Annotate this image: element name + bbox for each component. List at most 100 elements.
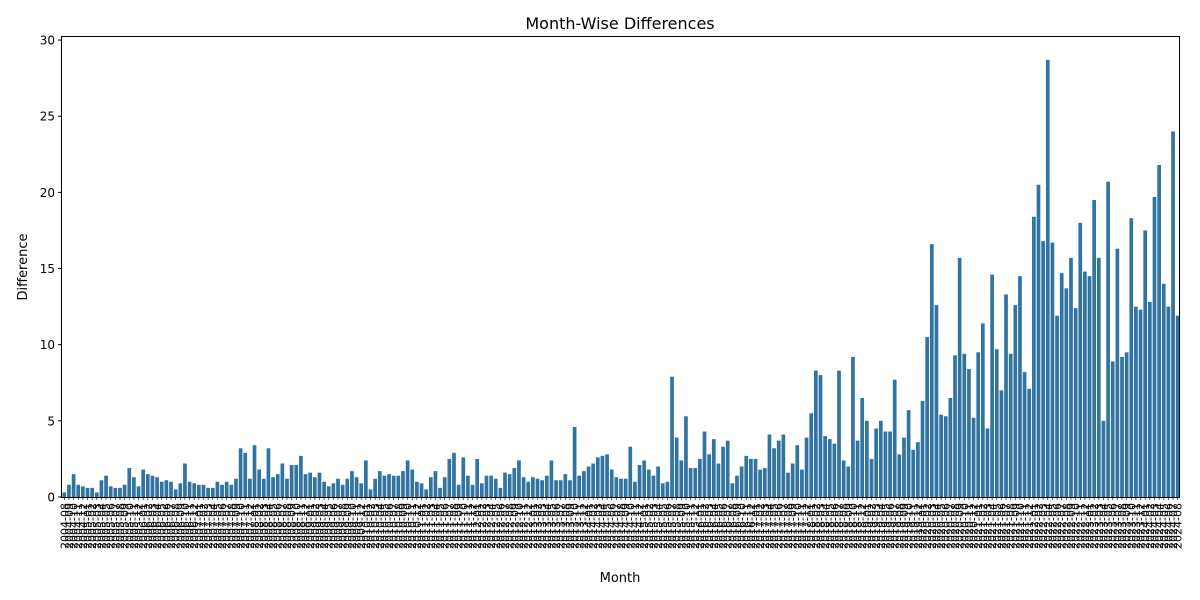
bar-2022-12 (1083, 271, 1087, 497)
x-tick-label: 2022-03 (1037, 503, 1050, 549)
x-tick-label: 2014-03 (592, 503, 605, 549)
x-tick-label: 2019-07 (889, 503, 902, 549)
bar-2023-03 (1096, 257, 1101, 497)
x-tick-label: 2019-06 (884, 503, 897, 549)
x-tick-label: 2014-05 (601, 503, 614, 549)
x-tick-label: 2015-05 (657, 503, 670, 549)
x-tick-label: 2016-05 (712, 503, 725, 549)
x-tick-label: 2021-06 (995, 503, 1008, 549)
x-tick-label: 2010-03 (369, 503, 382, 549)
bar-2008-10 (294, 465, 299, 497)
x-tick-label: 2004-12 (77, 503, 90, 549)
bar-2007-12 (248, 478, 252, 497)
bar-2021-05 (994, 349, 999, 497)
bar-2014-08 (619, 478, 623, 497)
bar-2019-11 (911, 449, 916, 497)
x-tick-label: 2009-11 (351, 503, 364, 549)
bar-2007-04 (210, 487, 215, 497)
bar-2013-06 (554, 480, 558, 497)
x-tick-label: 2016-12 (745, 503, 758, 549)
bar-2007-06 (220, 484, 224, 497)
bar-2013-09 (568, 480, 572, 497)
x-tick-label: 2016-07 (722, 503, 735, 549)
bar-2012-06 (498, 487, 503, 497)
bar-2020-08 (953, 355, 957, 497)
bar-2017-07 (781, 434, 786, 497)
bar-2011-05 (438, 487, 442, 497)
bar-2007-09 (234, 478, 238, 497)
bar-2020-03 (929, 244, 934, 497)
x-tick-label: 2012-11 (518, 503, 531, 549)
bar-2005-12 (136, 486, 141, 497)
x-tick-label: 2022-12 (1079, 503, 1092, 549)
x-tick-label: 2014-07 (610, 503, 623, 549)
x-tick-label: 2018-12 (856, 503, 869, 549)
x-tick-label: 2007-10 (235, 503, 248, 549)
x-tick-label: 2017-03 (759, 503, 772, 549)
bar-2013-08 (563, 474, 568, 497)
bar-2004-11 (76, 484, 81, 497)
bar-2015-02 (646, 469, 651, 497)
bar-2019-05 (883, 431, 888, 497)
x-tick-label: 2021-03 (981, 503, 994, 549)
x-tick-label: 2005-01 (82, 503, 95, 549)
bar-2006-03 (150, 475, 155, 497)
bar-2015-04 (656, 466, 660, 497)
bar-2021-12 (1027, 388, 1032, 497)
bar-2012-02 (479, 483, 484, 497)
bar-2005-07 (113, 487, 118, 497)
bar-2013-07 (558, 480, 563, 497)
x-tick-label: 2005-09 (119, 503, 132, 549)
x-tick-label: 2023-02 (1088, 503, 1101, 549)
bar-2011-08 (452, 452, 456, 497)
x-tick-label: 2018-04 (819, 503, 832, 549)
y-tick-label: 30 (40, 34, 55, 48)
x-tick-label: 2015-02 (643, 503, 656, 549)
bar-2023-02 (1092, 199, 1097, 498)
bar-2017-10 (795, 445, 800, 497)
bar-2016-05 (716, 463, 721, 497)
x-tick-label: 2024-04 (1153, 503, 1166, 549)
bar-2015-11 (688, 468, 693, 497)
x-tick-label: 2010-06 (383, 503, 396, 549)
x-tick-label: 2009-01 (304, 503, 317, 549)
x-tick-label: 2016-10 (736, 503, 749, 549)
x-tick-label: 2020-09 (954, 503, 967, 549)
bar-2007-01 (197, 484, 201, 497)
bar-2006-04 (155, 477, 159, 497)
bar-2022-07 (1059, 273, 1064, 497)
x-tick-label: 2006-01 (137, 503, 150, 549)
bar-2018-05 (827, 439, 832, 497)
x-tick-label: 2014-10 (624, 503, 637, 549)
x-tick-label: 2019-10 (903, 503, 916, 549)
bar-2014-04 (600, 455, 605, 497)
bar-2015-05 (660, 483, 665, 497)
bar-2015-08 (674, 437, 679, 497)
x-tick-label: 2020-10 (958, 503, 971, 549)
x-tick-label: 2017-09 (787, 503, 800, 549)
bar-2024-08 (1175, 315, 1180, 497)
x-tick-label: 2013-11 (573, 503, 586, 549)
bar-2013-12 (582, 471, 586, 497)
x-tick-label: 2008-06 (272, 503, 285, 549)
bar-2009-03 (317, 472, 322, 497)
x-tick-label: 2009-10 (346, 503, 359, 549)
y-tick-label: 0 (47, 491, 55, 505)
x-tick-label: 2011-06 (439, 503, 452, 549)
y-tick-label: 10 (40, 338, 55, 352)
x-tick-label: 2019-01 (861, 503, 874, 549)
x-tick-label: 2011-05 (434, 503, 447, 549)
bar-2006-08 (173, 489, 178, 497)
x-tick-label: 2013-02 (532, 503, 545, 549)
x-tick-label: 2018-02 (810, 503, 823, 549)
x-tick-label: 2014-12 (634, 503, 647, 549)
x-tick-label: 2022-05 (1046, 503, 1059, 549)
bar-2018-04 (823, 436, 827, 497)
bar-2021-04 (990, 274, 994, 497)
x-tick-label: 2008-11 (295, 503, 308, 549)
x-tick-label: 2017-12 (801, 503, 814, 549)
bar-2016-07 (725, 440, 730, 497)
bar-2011-12 (470, 484, 475, 497)
bar-2019-08 (897, 454, 902, 497)
x-tick-label: 2007-02 (197, 503, 210, 549)
